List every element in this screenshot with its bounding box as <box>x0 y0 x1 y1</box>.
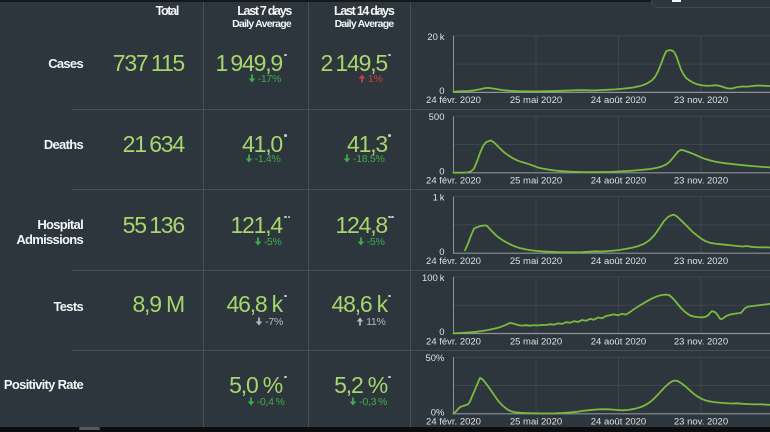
svg-text:0: 0 <box>439 86 444 97</box>
svg-text:100 k: 100 k <box>422 273 445 284</box>
svg-text:23 nov. 2020: 23 nov. 2020 <box>674 336 728 347</box>
svg-text:24 août 2020: 24 août 2020 <box>591 95 646 106</box>
svg-text:23 nov. 2020: 23 nov. 2020 <box>674 256 728 267</box>
svg-text:0: 0 <box>439 166 444 177</box>
svg-text:23 nov. 2020: 23 nov. 2020 <box>674 417 728 428</box>
svg-text:24 août 2020: 24 août 2020 <box>591 336 646 347</box>
svg-text:24 févr. 2020: 24 févr. 2020 <box>426 417 481 428</box>
svg-text:24 août 2020: 24 août 2020 <box>591 417 646 428</box>
svg-text:24 févr. 2020: 24 févr. 2020 <box>426 336 481 347</box>
svg-text:24 févr. 2020: 24 févr. 2020 <box>426 95 481 106</box>
svg-text:50%: 50% <box>425 353 445 364</box>
svg-text:24 août 2020: 24 août 2020 <box>591 256 646 267</box>
svg-text:24 févr. 2020: 24 févr. 2020 <box>426 256 481 267</box>
svg-text:24 août 2020: 24 août 2020 <box>591 176 646 187</box>
svg-text:25 mai 2020: 25 mai 2020 <box>510 176 562 187</box>
svg-text:0%: 0% <box>431 407 445 418</box>
svg-text:500: 500 <box>429 112 445 123</box>
svg-text:23 nov. 2020: 23 nov. 2020 <box>674 95 728 106</box>
svg-text:25 mai 2020: 25 mai 2020 <box>510 256 562 267</box>
svg-text:25 mai 2020: 25 mai 2020 <box>510 95 562 106</box>
svg-text:25 mai 2020: 25 mai 2020 <box>510 336 562 347</box>
svg-text:0: 0 <box>439 327 444 338</box>
svg-text:0: 0 <box>439 247 444 258</box>
svg-text:25 mai 2020: 25 mai 2020 <box>510 417 562 428</box>
svg-text:24 févr. 2020: 24 févr. 2020 <box>426 176 481 187</box>
svg-text:20 k: 20 k <box>427 32 444 43</box>
svg-text:23 nov. 2020: 23 nov. 2020 <box>674 176 728 187</box>
svg-text:1 k: 1 k <box>433 193 445 204</box>
